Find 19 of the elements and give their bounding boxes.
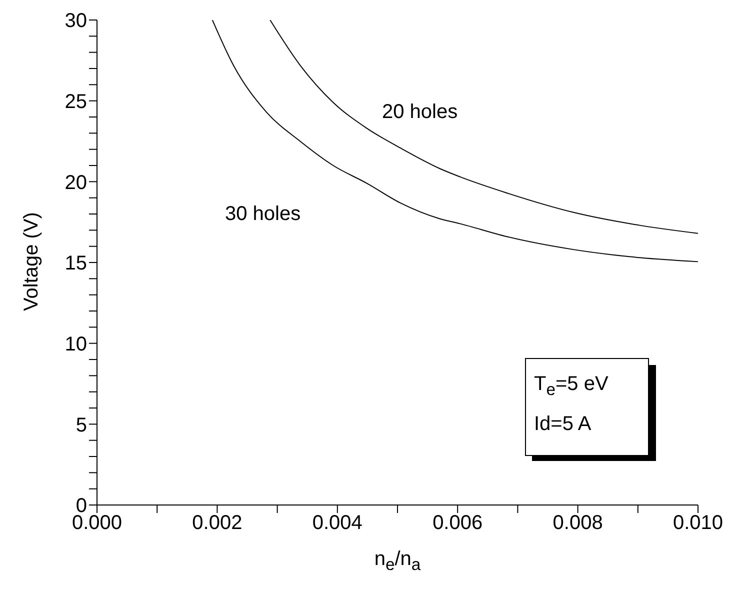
y-tick-label: 30 (64, 10, 87, 32)
x-tick-label: 0.008 (552, 512, 603, 534)
x-tick-label: 0.004 (312, 512, 362, 534)
x-tick-label: 0.006 (432, 512, 483, 534)
x-tick-label: 0.002 (192, 512, 242, 534)
y-tick-label: 20 (64, 172, 87, 194)
y-tick-label: 10 (64, 333, 87, 356)
annotation: 30 holes (225, 203, 301, 226)
y-tick-label: 25 (64, 90, 87, 113)
annotation: Id=5 A (534, 412, 592, 437)
x-tick-label: 0.000 (72, 512, 122, 534)
y-tick-label: 5 (76, 414, 87, 436)
line-series (212, 20, 698, 262)
x-tick-label: 0.010 (672, 512, 724, 534)
annotation: T$_{e}$=5 eV (534, 372, 610, 401)
x-axis-title: n$_{e}$/n$_{a}$ (373, 548, 422, 575)
y-axis-title: Voltage (V) (20, 211, 44, 313)
annotation: 20 holes (382, 101, 458, 124)
y-tick-label: 15 (64, 252, 87, 275)
